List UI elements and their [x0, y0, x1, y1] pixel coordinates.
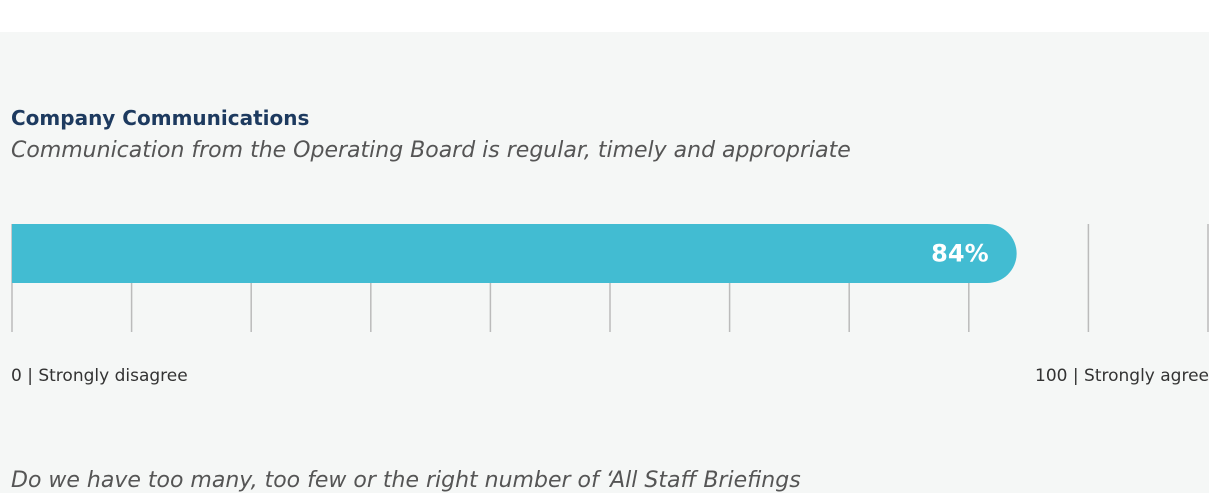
next-question: Do we have too many, too few or the righ… [11, 468, 801, 493]
max-label: 100 | Strongly agree [1035, 366, 1209, 386]
min-label: 0 | Strongly disagree [11, 366, 188, 386]
section-title: Company Communications [11, 106, 310, 130]
result-bar-chart: 84% 0 | Strongly disagree 100 | Strongly a… [11, 224, 1209, 386]
value-label: 84% [931, 240, 988, 268]
survey-panel: Company Communications Communication fro… [0, 32, 1209, 493]
bar [12, 224, 1017, 283]
question: Communication from the Operating Board i… [11, 138, 851, 163]
